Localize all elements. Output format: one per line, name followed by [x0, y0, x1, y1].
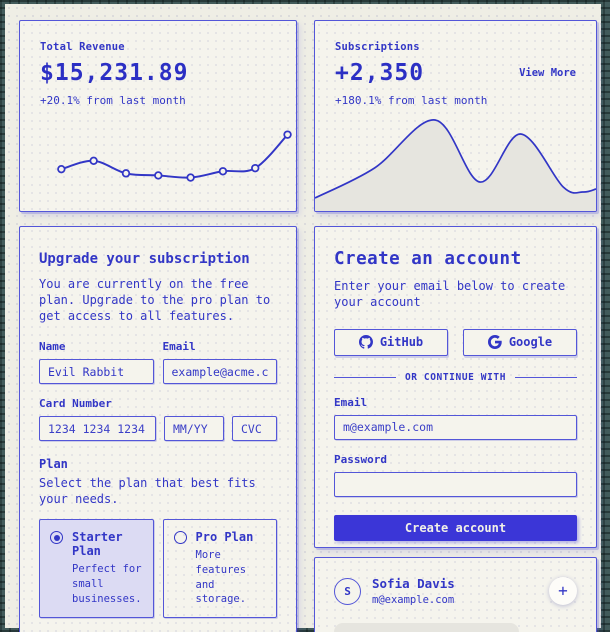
- account-password-label: Password: [334, 452, 387, 466]
- plan-starter-description: Perfect for small businesses.: [72, 563, 142, 605]
- plan-option-starter[interactable]: Starter Plan Perfect for small businesse…: [39, 519, 154, 618]
- name-field-group: Name: [39, 340, 154, 385]
- name-label: Name: [39, 340, 66, 354]
- github-icon: [358, 335, 373, 349]
- plan-description: Select the plan that best fits your need…: [39, 476, 256, 507]
- create-account-title: Create an account: [334, 249, 522, 269]
- plan-label: Plan: [39, 457, 68, 472]
- account-password-input[interactable]: [334, 471, 577, 497]
- divider-line-right: [515, 376, 577, 378]
- name-input[interactable]: [39, 359, 154, 385]
- plan-pro-description: More features and storage.: [195, 549, 247, 606]
- chat-header: S Sofia Davis m@example.com +: [334, 576, 577, 606]
- google-button[interactable]: Google: [463, 328, 577, 356]
- chat-message-bubble: [334, 623, 519, 632]
- plan-pro-text: Pro Plan More features and storage.: [196, 530, 267, 607]
- account-email-input[interactable]: [334, 414, 577, 440]
- upgrade-description: You are currently on the free plan. Upgr…: [39, 277, 271, 323]
- card-expiry-input[interactable]: [164, 416, 224, 442]
- card-number-label: Card Number: [39, 397, 112, 411]
- divider-line-left: [334, 376, 396, 378]
- google-button-label: Google: [508, 335, 553, 350]
- plan-starter-name: Starter Plan: [72, 530, 123, 559]
- chat-user-email: m@example.com: [372, 594, 455, 606]
- account-email-label: Email: [334, 395, 368, 409]
- card-cvc-input[interactable]: [232, 416, 277, 442]
- github-button[interactable]: GitHub: [334, 328, 448, 356]
- email-label: Email: [162, 340, 196, 354]
- total-revenue-card: Total Revenue $15,231.89 +20.1% from las…: [19, 20, 297, 212]
- revenue-value: $15,231.89: [40, 60, 189, 86]
- email-field-group: Email: [162, 340, 277, 385]
- card-number-input[interactable]: [39, 416, 156, 442]
- subscriptions-subtext: +180.1% from last month: [335, 94, 488, 107]
- chat-user-info: Sofia Davis m@example.com: [372, 576, 455, 606]
- upgrade-title: Upgrade your subscription: [39, 251, 250, 267]
- revenue-line-chart: [57, 130, 292, 182]
- subscriptions-value: +2,350: [335, 60, 425, 86]
- plus-icon: +: [558, 581, 568, 600]
- divider-text: OR CONTINUE WITH: [404, 371, 507, 383]
- radio-selected-icon: [50, 531, 63, 545]
- upgrade-subscription-card: Upgrade your subscription You are curren…: [19, 226, 297, 632]
- radio-unselected-icon: [173, 531, 187, 545]
- plan-option-pro[interactable]: Pro Plan More features and storage.: [162, 519, 277, 618]
- subscriptions-area-chart: [315, 119, 596, 211]
- create-account-description: Enter your email below to create your ac…: [334, 279, 566, 309]
- plan-starter-text: Starter Plan Perfect for small businesse…: [72, 530, 143, 606]
- plan-pro-name: Pro Plan: [195, 530, 254, 545]
- chat-user-name: Sofia Davis: [372, 576, 455, 591]
- dashboard-content: Total Revenue $15,231.89 +20.1% from las…: [5, 4, 601, 632]
- revenue-card-title: Total Revenue: [40, 41, 125, 53]
- google-icon: [487, 335, 502, 350]
- view-more-link[interactable]: View More: [519, 66, 576, 79]
- create-account-card: Create an account Enter your email below…: [314, 226, 597, 548]
- revenue-subtext: +20.1% from last month: [40, 94, 186, 107]
- subscriptions-card: Subscriptions +2,350 View More +180.1% f…: [314, 20, 597, 212]
- github-button-label: GitHub: [379, 335, 424, 350]
- add-user-button[interactable]: +: [549, 577, 577, 605]
- avatar: S: [334, 577, 361, 605]
- or-continue-divider: OR CONTINUE WITH: [334, 372, 577, 383]
- create-account-button[interactable]: Create account: [334, 514, 577, 541]
- email-input[interactable]: [162, 359, 277, 385]
- chat-card: S Sofia Davis m@example.com +: [314, 557, 597, 632]
- subscriptions-card-title: Subscriptions: [335, 41, 420, 53]
